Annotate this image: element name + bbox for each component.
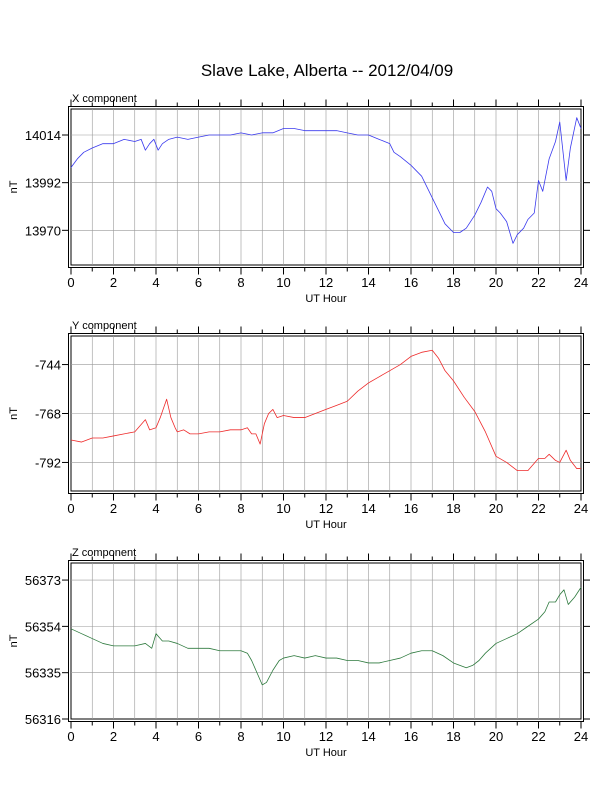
panel-3-xtick-label: 10 — [276, 729, 290, 744]
panel-2-title: Y component — [72, 320, 137, 332]
panel-1-xtick-label: 14 — [361, 275, 375, 290]
panel-3-xtick-label: 24 — [574, 729, 588, 744]
panel-1-series-line — [70, 117, 582, 244]
panel-1-xtick-label: 24 — [574, 275, 588, 290]
panel-2-xtick-label: 18 — [446, 501, 460, 516]
panel-3-xtick-label: 0 — [67, 729, 74, 744]
panel-3-series-line — [70, 587, 582, 686]
panel-3-ylabel: nT — [8, 634, 20, 647]
figure-title: Slave Lake, Alberta -- 2012/04/09 — [201, 61, 453, 80]
panel-1-ytick-label: 13970 — [25, 223, 61, 238]
panel-2-xtick-label: 14 — [361, 501, 375, 516]
panel-2-xtick-label: 0 — [67, 501, 74, 516]
panel-2-xtick-label: 6 — [195, 501, 202, 516]
panel-3-xtick-label: 20 — [489, 729, 503, 744]
panel-2-series-line — [70, 349, 581, 472]
panel-1-xtick-label: 12 — [319, 275, 333, 290]
panel-2-ytick-label: -768 — [35, 407, 61, 422]
panel-3-xtick-label: 16 — [404, 729, 418, 744]
panel-2-xtick-label: 24 — [574, 501, 588, 516]
panel-3-ytick-label: 56335 — [25, 666, 61, 681]
panel-3-xtick-label: 12 — [319, 729, 333, 744]
panel-3-xtick-label: 6 — [195, 729, 202, 744]
panel-3-ytick-label: 56316 — [25, 712, 61, 727]
panel-3-xtick-label: 2 — [110, 729, 117, 744]
panel-1-xtick-label: 16 — [404, 275, 418, 290]
panel-1-xtick-label: 10 — [276, 275, 290, 290]
panel-3-xlabel: UT Hour — [305, 747, 347, 759]
panel-3-xtick-label: 8 — [237, 729, 244, 744]
panel-2-xtick-label: 2 — [110, 501, 117, 516]
panel-3-xtick-label: 22 — [531, 729, 545, 744]
panel-1-xtick-label: 2 — [110, 275, 117, 290]
panel-3-title: Z component — [72, 547, 136, 559]
panel-2-ytick-label: -792 — [35, 455, 61, 470]
panel-3-ytick-label: 56373 — [25, 573, 61, 588]
panel-2-ylabel: nT — [8, 407, 20, 420]
panel-1-xtick-label: 0 — [67, 275, 74, 290]
panel-1-xtick-label: 22 — [531, 275, 545, 290]
panel-2-ytick-label: -744 — [35, 358, 61, 373]
panel-1-ylabel: nT — [8, 180, 20, 193]
panel-2-xtick-label: 22 — [531, 501, 545, 516]
panel-1-xtick-label: 6 — [195, 275, 202, 290]
panel-2-xtick-label: 12 — [319, 501, 333, 516]
panel-1-title: X component — [72, 93, 137, 105]
panel-3-xtick-label: 4 — [152, 729, 159, 744]
panel-1-xtick-label: 18 — [446, 275, 460, 290]
panel-3-xtick-label: 18 — [446, 729, 460, 744]
panel-2-xtick-label: 20 — [489, 501, 503, 516]
panel-2-xtick-label: 4 — [152, 501, 159, 516]
panel-1-xtick-label: 4 — [152, 275, 159, 290]
panel-1-xlabel: UT Hour — [305, 293, 347, 305]
panel-2-xtick-label: 16 — [404, 501, 418, 516]
panel-1-xtick-label: 8 — [237, 275, 244, 290]
panel-2-xtick-label: 10 — [276, 501, 290, 516]
panel-1-ytick-label: 13992 — [25, 176, 61, 191]
panel-3-ytick-label: 56354 — [25, 619, 61, 634]
panel-2-xlabel: UT Hour — [305, 519, 347, 531]
panel-3-xtick-label: 14 — [361, 729, 375, 744]
panel-1-ytick-label: 14014 — [25, 128, 61, 143]
panel-2-xtick-label: 8 — [237, 501, 244, 516]
panel-1-xtick-label: 20 — [489, 275, 503, 290]
